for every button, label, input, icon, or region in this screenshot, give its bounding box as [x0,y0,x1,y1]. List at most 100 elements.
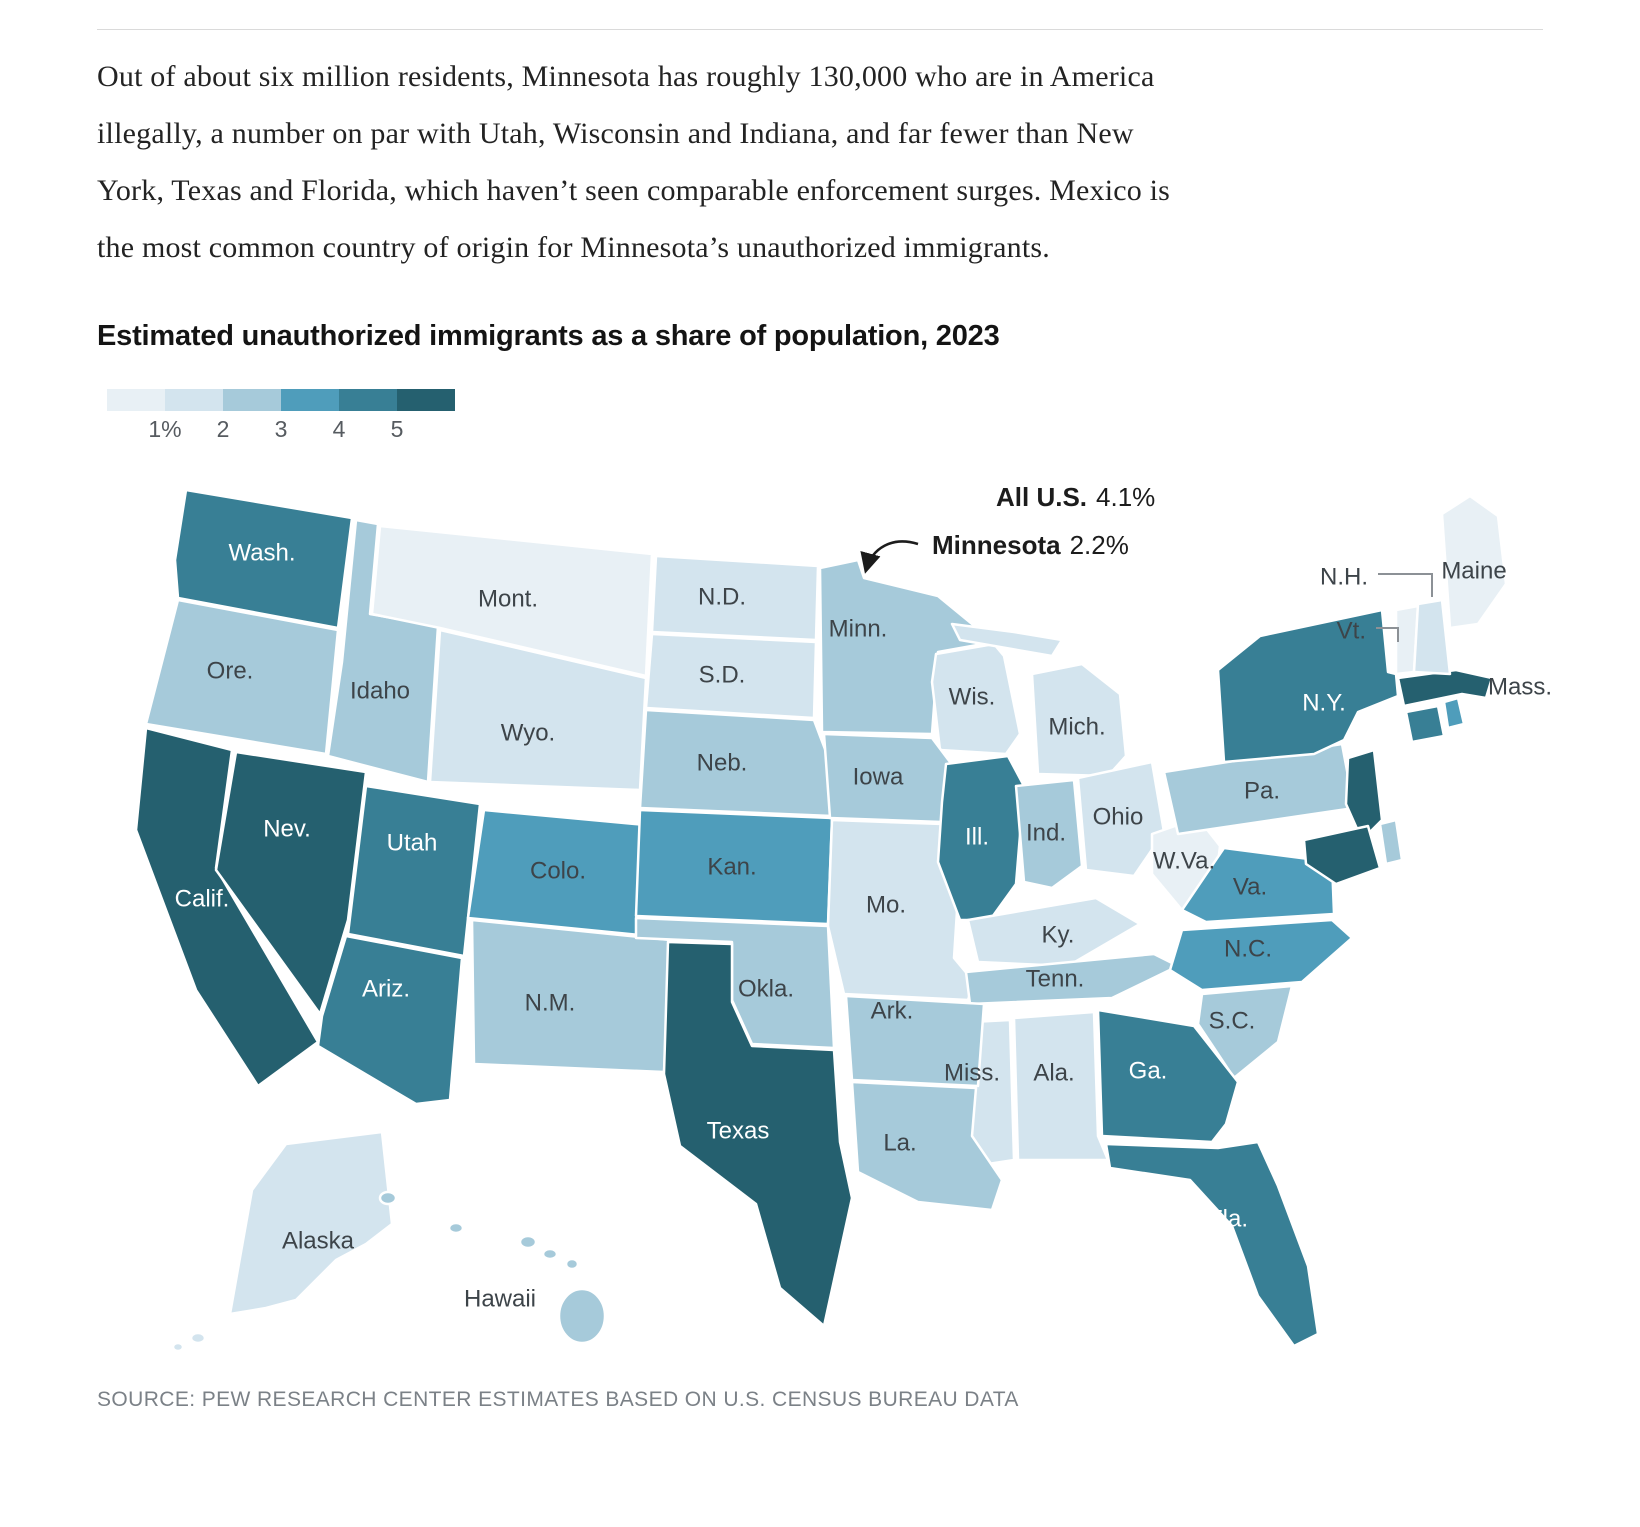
state-nj [1344,748,1384,842]
state-utah [346,784,482,958]
label-miss: Miss. [944,1059,1000,1086]
state-texas [662,940,854,1328]
label-utah: Utah [387,829,438,856]
label-ark: Ark. [871,997,914,1024]
hawaii-island [564,1257,580,1271]
label-nh: N.H. [1320,563,1368,590]
pacific-island [378,1190,398,1206]
label-maine: Maine [1441,557,1506,584]
label-mont: Mont. [478,585,538,612]
legend-swatch-4-5 [339,389,397,411]
legend-swatch-1-2 [165,389,223,411]
label-iowa: Iowa [853,763,904,790]
label-sc: S.C. [1209,1007,1256,1034]
label-neb: Neb. [697,749,748,776]
label-nd: N.D. [698,583,746,610]
label-wash: Wash. [228,539,295,566]
alaska-aleutian-island [189,1331,207,1345]
legend-swatch-3-4 [281,389,339,411]
state-ind [1014,778,1084,890]
label-ill: Ill. [965,823,989,850]
label-ny: N.Y. [1302,689,1346,716]
hawaii-island [518,1234,538,1250]
label-wva: W.Va. [1153,847,1215,874]
state-ohio [1076,760,1166,878]
minnesota-arrow [860,540,919,574]
state-maine [1440,494,1508,630]
state-mass [1396,668,1494,708]
label-pa: Pa. [1244,777,1280,804]
source-line: SOURCE: PEW RESEARCH CENTER ESTIMATES BA… [97,1388,1019,1411]
vt-leader-line [1376,627,1399,642]
label-ala: Ala. [1033,1059,1074,1086]
state-nh [1412,598,1452,676]
state-nev [214,750,368,1016]
label-ore: Ore. [207,657,254,684]
pacific-island [447,1221,465,1235]
state-alaska [228,1130,394,1316]
label-kan: Kan. [707,853,756,880]
article-paragraph: Out of about six million residents, Minn… [97,48,1543,276]
state-md [1302,824,1382,886]
state-conn [1404,704,1446,744]
label-hawaii: Hawaii [464,1285,536,1312]
label-nev: Nev. [263,815,311,842]
label-colo: Colo. [530,857,586,884]
label-idaho: Idaho [350,677,410,704]
label-minn: Minn. [829,615,888,642]
top-divider [97,29,1543,30]
state-tenn [964,952,1180,1006]
nh-leader-line [1378,573,1433,597]
label-mass: Mass. [1488,673,1552,700]
label-calif: Calif. [175,885,230,912]
label-vt: Vt. [1337,617,1366,644]
state-ga [1096,1008,1240,1144]
state-ariz [316,934,464,1106]
label-wis: Wis. [949,683,996,710]
label-nc: N.C. [1224,935,1272,962]
label-nm: N.M. [525,989,576,1016]
state-ala [1012,1010,1110,1162]
label-texas: Texas [707,1117,770,1144]
state-wash [173,488,354,630]
label-ga: Ga. [1129,1057,1168,1084]
legend-tick-5: 5 [390,416,404,442]
label-wyo: Wyo. [501,719,555,746]
state-idaho [326,518,440,784]
state-mich-up [950,622,1064,658]
legend-tick-4: 4 [332,416,346,442]
label-la: La. [883,1129,916,1156]
state-nc [1168,918,1354,992]
article-line-2: illegally, a number on par with Utah, Wi… [97,117,1134,150]
article-line-1: Out of about six million residents, Minn… [97,60,1155,93]
state-ore [144,598,340,756]
label-tenn: Tenn. [1026,965,1085,992]
label-okla: Okla. [738,975,794,1002]
label-ky: Ky. [1042,921,1075,948]
label-mo: Mo. [866,891,906,918]
state-del [1378,818,1404,866]
us-choropleth-map: Wash. Ore. Calif. Nev. Idaho Mont. Wyo. … [80,442,1552,1362]
state-nd [650,554,820,642]
color-scale-legend: 1% 2 3 4 5 [107,389,467,446]
annotation-all-us: All U.S. 4.1% [996,482,1155,512]
legend-swatch-row [107,389,467,411]
legend-tick-row: 1% 2 3 4 5 [107,416,467,446]
state-ky [966,896,1142,968]
chart-title: Estimated unauthorized immigrants as a s… [97,320,1000,352]
state-sd [644,632,818,720]
legend-swatch-over-5 [397,389,455,411]
state-sc [1196,984,1294,1080]
label-alaska: Alaska [282,1227,355,1254]
state-mich [1030,662,1128,778]
label-fla: Fla. [1208,1205,1248,1232]
label-ariz: Ariz. [362,975,410,1002]
legend-tick-1: 1% [148,416,182,442]
state-ny [1216,608,1400,764]
label-mich: Mich. [1048,713,1105,740]
state-ark [844,994,986,1088]
annotation-minnesota: Minnesota 2.2% [932,530,1129,560]
legend-swatch-under-1 [107,389,165,411]
hawaii-island [541,1247,559,1261]
state-mont [370,524,654,678]
